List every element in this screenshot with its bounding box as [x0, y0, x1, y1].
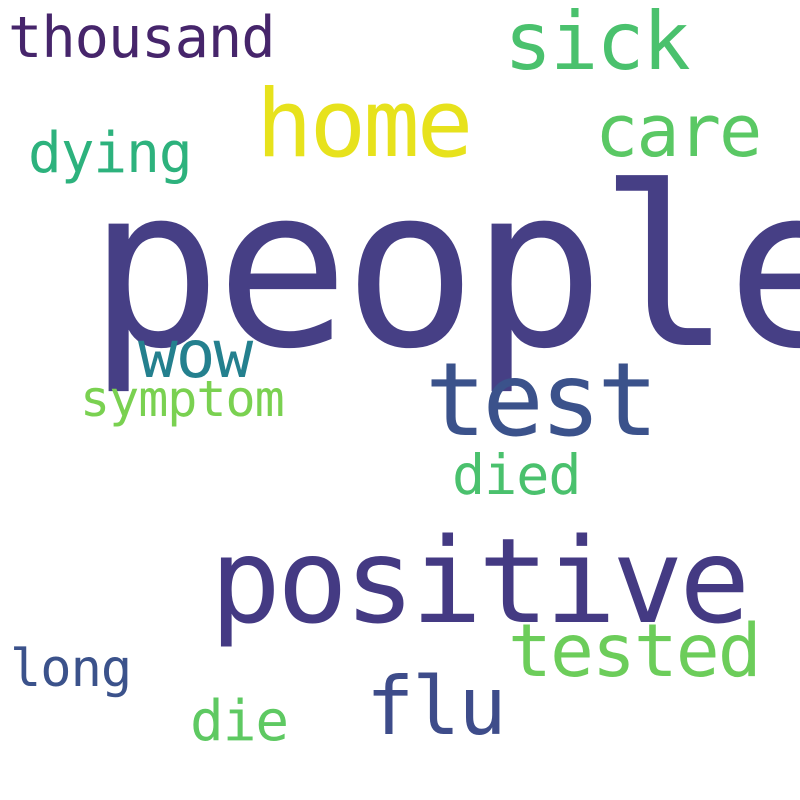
word-thousand: thousand — [8, 5, 276, 71]
word-test: test — [425, 341, 659, 460]
word-positive: positive — [210, 512, 750, 650]
word-sick: sick — [504, 0, 691, 88]
word-long: long — [10, 639, 132, 699]
word-home: home — [256, 70, 473, 179]
word-died: died — [452, 443, 581, 507]
word-flu: flu — [366, 660, 506, 753]
word-symptom: symptom — [80, 370, 285, 428]
word-people: people — [88, 140, 800, 398]
word-tested: tested — [508, 609, 762, 694]
word-wow: wow — [138, 316, 253, 393]
word-care: care — [595, 89, 762, 173]
word-die: die — [190, 689, 289, 754]
word-dying: dying — [28, 121, 193, 186]
